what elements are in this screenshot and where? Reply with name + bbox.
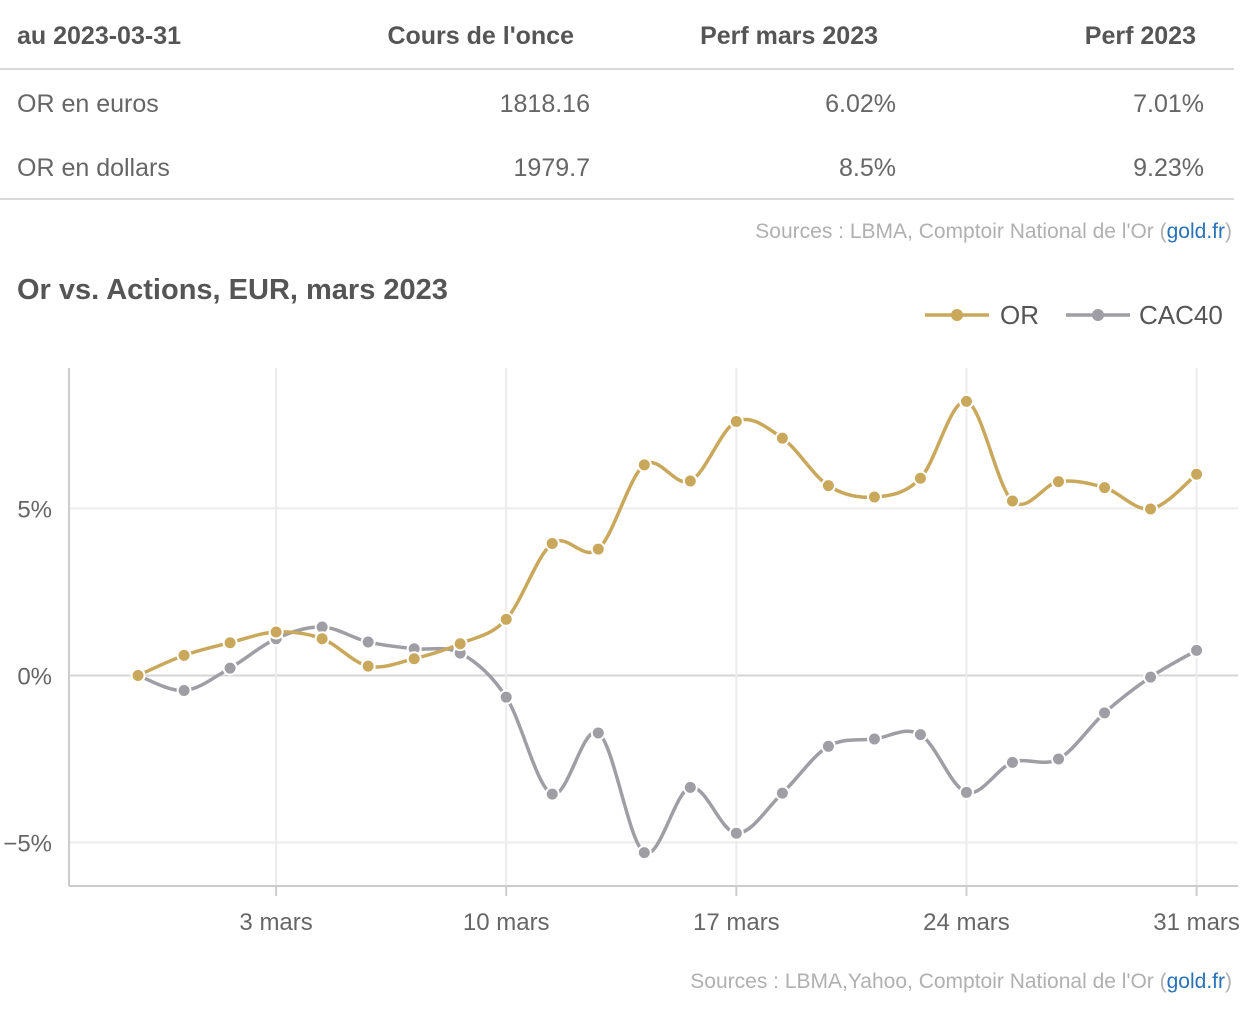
row-perf-month: 8.5%: [839, 154, 896, 182]
row-label: OR en dollars: [17, 154, 170, 182]
header-date: au 2023-03-31: [17, 22, 182, 50]
row-perf-year: 7.01%: [1133, 90, 1204, 118]
table-source-link[interactable]: gold.fr: [1166, 220, 1225, 243]
data-point-cac40[interactable]: [1143, 669, 1159, 685]
y-tick-label: 5%: [17, 496, 52, 523]
row-price: 1818.16: [499, 90, 590, 118]
table-row: OR en euros 1818.16 6.02% 7.01%: [0, 70, 1234, 134]
legend-label-cac40[interactable]: CAC40: [1139, 300, 1223, 330]
data-point-or[interactable]: [912, 470, 928, 486]
data-point-or[interactable]: [1189, 466, 1205, 482]
data-point-cac40[interactable]: [866, 731, 882, 747]
table-source: Sources : LBMA, Comptoir National de l'O…: [755, 220, 1232, 244]
header-perf-month: Perf mars 2023: [700, 22, 878, 50]
row-label: OR en euros: [17, 90, 159, 118]
data-point-or[interactable]: [1143, 501, 1159, 517]
data-point-or[interactable]: [176, 647, 192, 663]
x-tick-label: 24 mars: [923, 909, 1010, 936]
data-point-cac40[interactable]: [1051, 751, 1067, 767]
data-point-or[interactable]: [728, 413, 744, 429]
series-line-or: [137, 399, 1198, 678]
legend-label-or[interactable]: OR: [1000, 300, 1039, 330]
performance-table: au 2023-03-31 Cours de l'once Perf mars …: [0, 0, 1234, 200]
data-point-or[interactable]: [360, 658, 376, 674]
data-point-cac40[interactable]: [590, 725, 606, 741]
chart-source: Sources : LBMA,Yahoo, Comptoir National …: [690, 970, 1232, 994]
data-point-cac40[interactable]: [728, 825, 744, 841]
data-point-or[interactable]: [866, 489, 882, 505]
data-point-or[interactable]: [314, 631, 330, 647]
data-point-or[interactable]: [498, 611, 514, 627]
data-point-cac40[interactable]: [498, 689, 514, 705]
data-point-cac40[interactable]: [682, 779, 698, 795]
legend-marker-cac40: [1092, 309, 1104, 321]
data-point-or[interactable]: [130, 667, 146, 683]
table-source-close: ): [1225, 220, 1232, 243]
x-tick-label: 3 mars: [239, 909, 312, 936]
series-line-cac40: [137, 625, 1198, 855]
y-tick-label: 0%: [17, 663, 52, 690]
data-point-or[interactable]: [636, 457, 652, 473]
data-point-cac40[interactable]: [176, 682, 192, 698]
header-perf-year: Perf 2023: [1084, 22, 1196, 50]
data-point-cac40[interactable]: [1097, 705, 1113, 721]
chart-source-link[interactable]: gold.fr: [1166, 970, 1225, 993]
data-point-or[interactable]: [682, 473, 698, 489]
table-source-text: Sources : LBMA, Comptoir National de l'O…: [755, 220, 1167, 243]
y-tick-label: −5%: [3, 831, 52, 858]
data-point-cac40[interactable]: [958, 784, 974, 800]
data-point-or[interactable]: [820, 478, 836, 494]
chart-source-close: ): [1225, 970, 1232, 993]
chart-title: Or vs. Actions, EUR, mars 2023: [17, 274, 448, 306]
data-point-cac40[interactable]: [912, 727, 928, 743]
row-perf-year: 9.23%: [1133, 154, 1204, 182]
data-point-cac40[interactable]: [1004, 754, 1020, 770]
x-tick-label: 31 mars: [1153, 909, 1240, 936]
data-point-cac40[interactable]: [636, 845, 652, 861]
data-point-or[interactable]: [544, 535, 560, 551]
data-point-or[interactable]: [1051, 474, 1067, 490]
data-point-or[interactable]: [1004, 493, 1020, 509]
x-tick-label: 17 mars: [693, 909, 780, 936]
data-point-or[interactable]: [958, 393, 974, 409]
table-header-row: au 2023-03-31 Cours de l'once Perf mars …: [0, 0, 1234, 70]
x-tick-label: 10 mars: [463, 909, 550, 936]
data-point-or[interactable]: [452, 636, 468, 652]
data-point-cac40[interactable]: [544, 786, 560, 802]
data-point-or[interactable]: [774, 430, 790, 446]
data-point-cac40[interactable]: [360, 634, 376, 650]
legend-marker-or: [951, 309, 963, 321]
data-point-cac40[interactable]: [820, 738, 836, 754]
data-point-cac40[interactable]: [774, 785, 790, 801]
table-row: OR en dollars 1979.7 8.5% 9.23%: [0, 134, 1234, 200]
data-point-cac40[interactable]: [222, 660, 238, 676]
header-price: Cours de l'once: [387, 22, 574, 50]
data-point-or[interactable]: [1097, 480, 1113, 496]
row-price: 1979.7: [513, 154, 590, 182]
chart-source-text: Sources : LBMA,Yahoo, Comptoir National …: [690, 970, 1167, 993]
data-point-or[interactable]: [406, 651, 422, 667]
data-point-or[interactable]: [222, 635, 238, 651]
data-point-or[interactable]: [590, 541, 606, 557]
row-perf-month: 6.02%: [825, 90, 896, 118]
data-point-or[interactable]: [268, 624, 284, 640]
data-point-cac40[interactable]: [1189, 642, 1205, 658]
